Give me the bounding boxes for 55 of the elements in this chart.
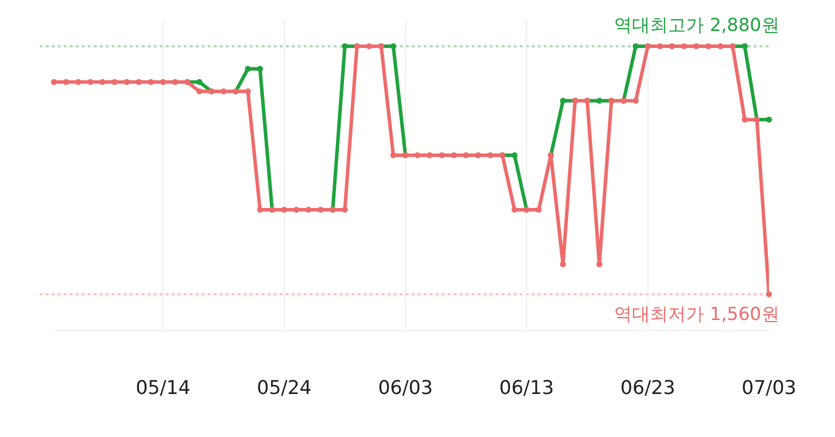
x-tick-label: 06/03 (378, 376, 433, 399)
point (596, 261, 602, 268)
point (766, 116, 772, 123)
point (87, 79, 94, 85)
point (172, 79, 178, 85)
point (136, 79, 142, 85)
point (257, 206, 264, 213)
point (681, 43, 688, 50)
point (244, 66, 251, 72)
point (196, 88, 202, 94)
point (281, 206, 288, 213)
x-tick-label: 06/23 (620, 376, 676, 399)
point (463, 152, 470, 158)
point (390, 43, 396, 50)
point (220, 88, 227, 94)
point (512, 206, 518, 213)
point (718, 43, 724, 50)
point (75, 79, 82, 85)
point (342, 43, 348, 50)
point (742, 43, 748, 50)
point (293, 206, 300, 213)
x-tick-label: 07/03 (742, 376, 796, 399)
point (705, 43, 712, 50)
point (450, 152, 457, 158)
point (536, 206, 542, 213)
point (426, 152, 433, 158)
point (124, 79, 130, 85)
point (318, 206, 324, 213)
point (632, 98, 639, 104)
point (305, 206, 312, 213)
point (487, 152, 494, 158)
point (742, 116, 748, 123)
point (596, 98, 602, 104)
point (414, 152, 421, 158)
point (390, 152, 396, 158)
point (51, 79, 57, 85)
ref-line-label: 역대최저가 1,560원 (614, 304, 780, 325)
point (766, 291, 772, 298)
point (257, 66, 264, 72)
x-tick-label: 05/14 (136, 376, 190, 399)
point (656, 43, 663, 50)
ref-line-label: 역대최고가 2,880원 (614, 15, 780, 36)
point (512, 152, 518, 158)
point (669, 43, 676, 50)
x-tick-label: 06/13 (499, 376, 554, 399)
point (475, 152, 482, 158)
point (196, 79, 202, 85)
point (366, 43, 372, 50)
point (632, 43, 639, 50)
x-tick-label: 05/24 (256, 376, 312, 399)
point (342, 206, 348, 213)
point (63, 79, 70, 85)
point (438, 152, 445, 158)
point (693, 43, 700, 50)
point (560, 98, 566, 104)
